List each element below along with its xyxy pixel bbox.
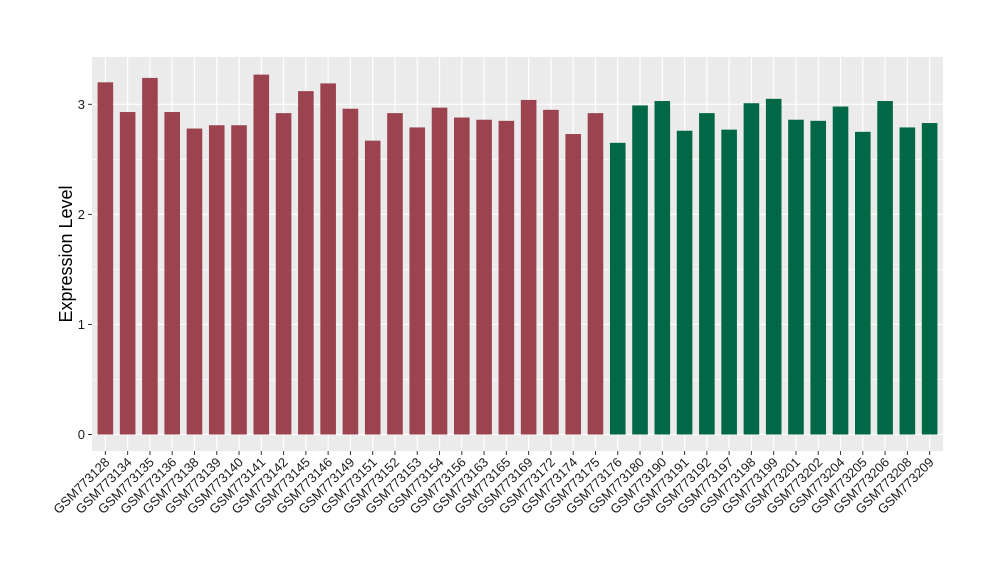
bar-series (97, 74, 938, 435)
bar (97, 82, 114, 435)
bar (587, 113, 604, 435)
bar (253, 74, 270, 435)
bar (498, 120, 515, 435)
bar (921, 123, 938, 435)
bar (364, 140, 381, 435)
bar (208, 125, 225, 435)
bar (142, 77, 158, 435)
bar (743, 103, 760, 435)
bar (119, 112, 136, 435)
y-axis: 0 1 2 3 (78, 97, 92, 442)
y-tick-label: 2 (78, 207, 85, 222)
bar (431, 107, 448, 435)
bar (609, 142, 626, 435)
bar (788, 119, 804, 435)
x-axis: GSM773128GSM773134GSM773135GSM773136GSM7… (50, 451, 937, 517)
bar (765, 98, 782, 435)
bar (810, 120, 827, 435)
bar (632, 105, 648, 435)
bar (676, 130, 693, 435)
bar (186, 128, 203, 435)
bar (298, 91, 314, 435)
bar (454, 117, 470, 435)
bar (231, 125, 247, 435)
bar (832, 106, 849, 435)
y-tick-label: 0 (78, 427, 85, 442)
y-axis-title: Expression Level (56, 185, 76, 322)
bar (699, 113, 715, 435)
bar (565, 134, 581, 435)
bar (543, 109, 559, 435)
bar (899, 127, 916, 435)
bar (275, 113, 292, 435)
bar (520, 99, 537, 435)
bar (855, 131, 871, 435)
y-tick-label: 1 (78, 317, 85, 332)
bar (721, 129, 737, 435)
bar (164, 112, 180, 435)
bar (387, 113, 403, 435)
y-tick-label: 3 (78, 97, 85, 112)
bar (409, 127, 426, 435)
bar (476, 119, 492, 435)
bar (654, 101, 671, 435)
bar (342, 108, 359, 435)
bar (877, 101, 893, 435)
bar (320, 83, 336, 435)
